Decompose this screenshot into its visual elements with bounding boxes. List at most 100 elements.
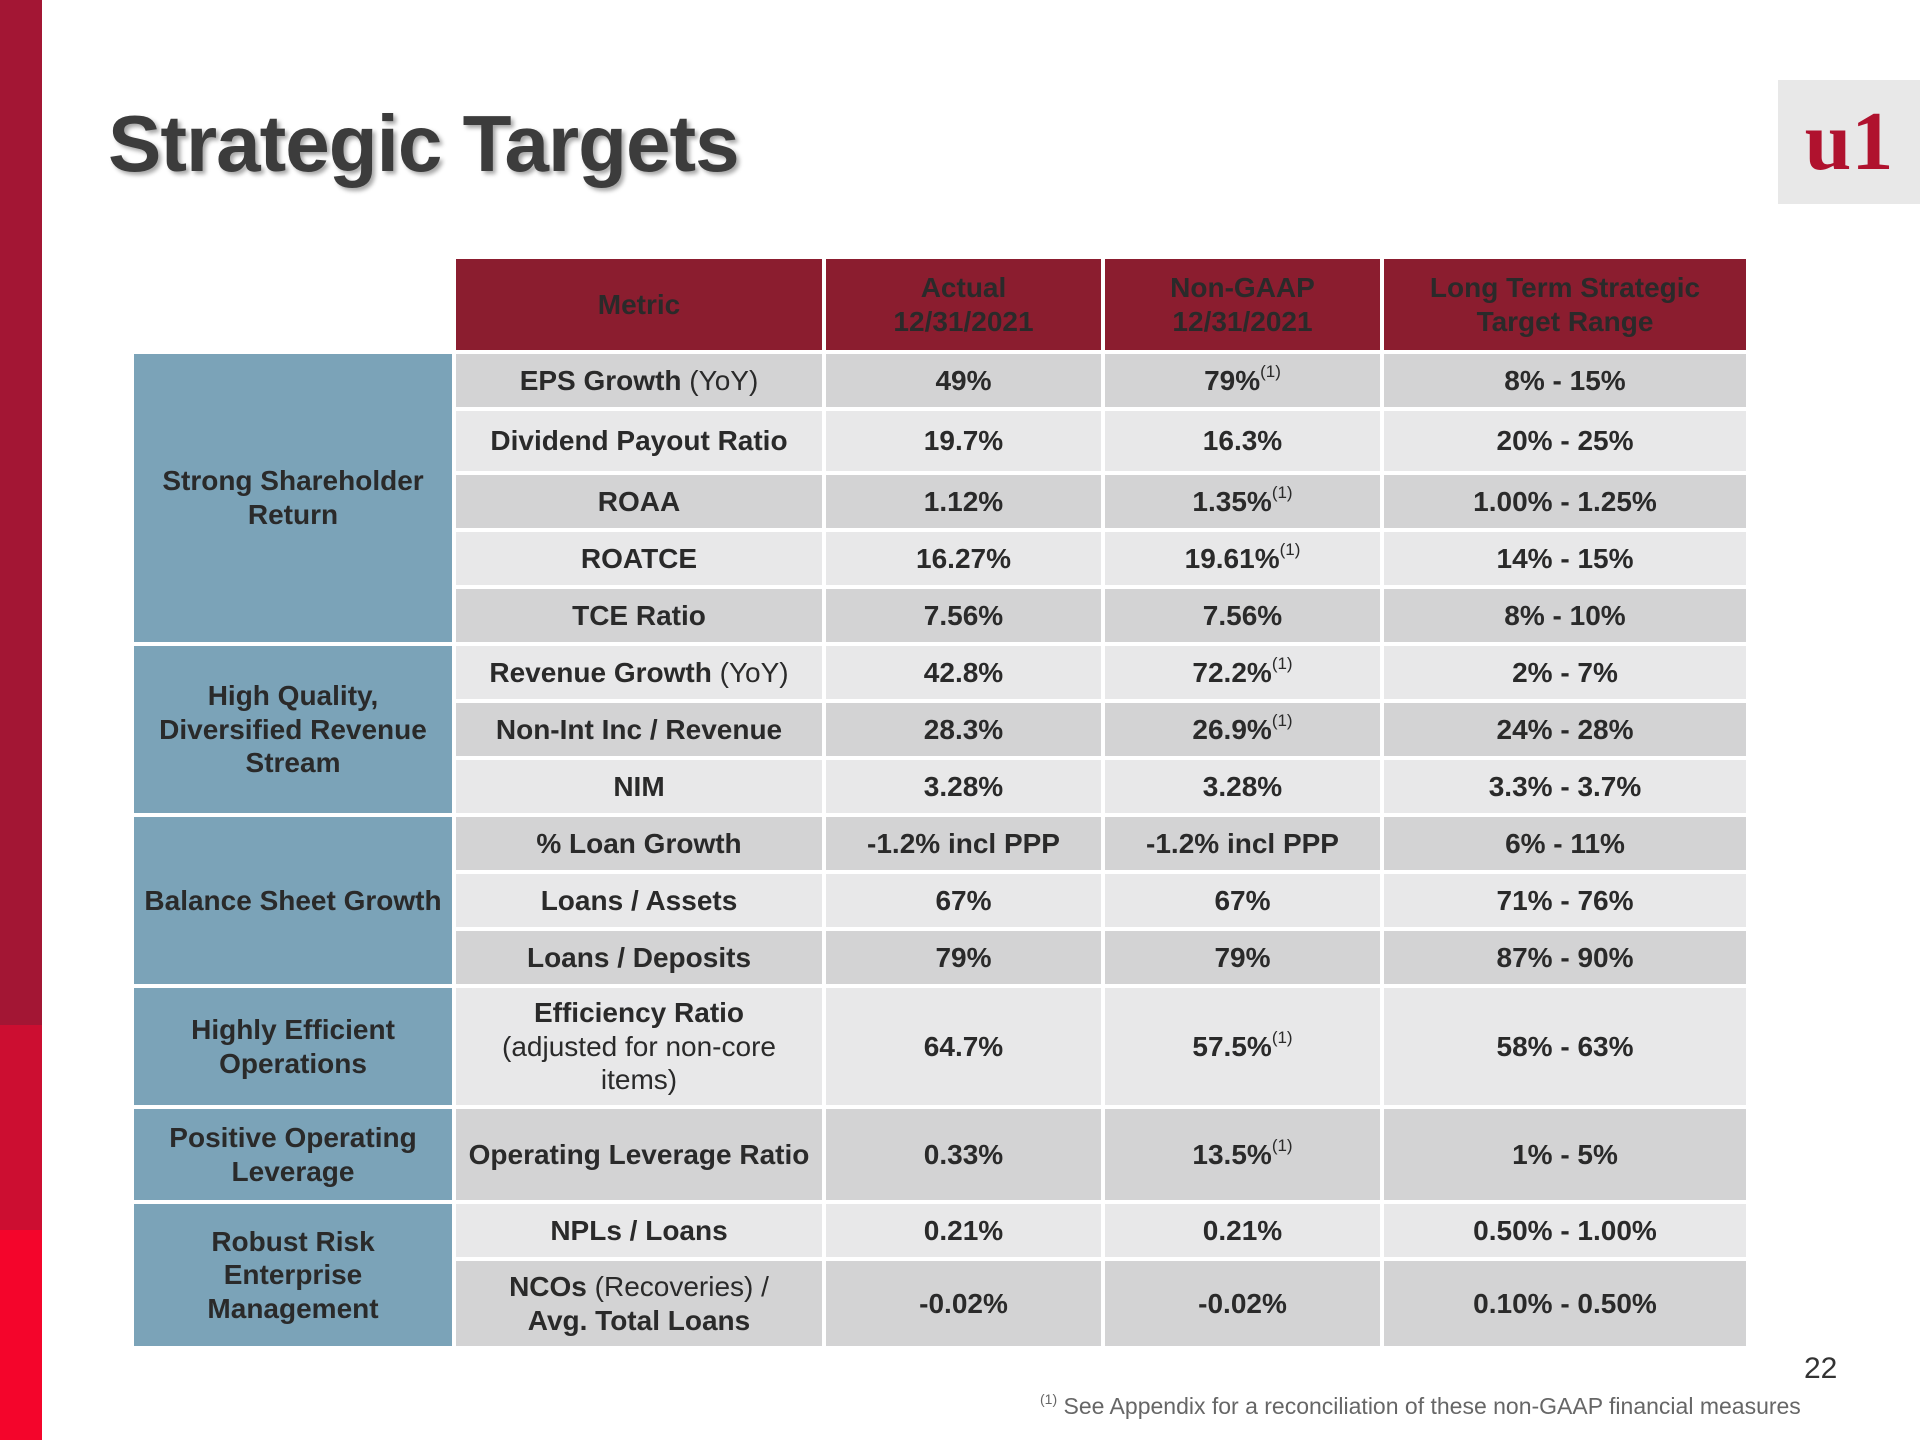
target-cell: 71% - 76%: [1384, 874, 1746, 927]
actual-cell: 64.7%: [826, 988, 1101, 1105]
target-cell: 14% - 15%: [1384, 532, 1746, 585]
category-revenue-stream: High Quality, Diversified Revenue Stream: [134, 646, 452, 813]
non-gaap-cell: 79%(1): [1105, 354, 1380, 407]
category-efficient-operations: Highly Efficient Operations: [134, 988, 452, 1105]
category-shareholder-return: Strong Shareholder Return: [134, 354, 452, 642]
table-row: ROAA 1.12% 1.35%(1) 1.00% - 1.25%: [134, 475, 1746, 528]
target-cell: 58% - 63%: [1384, 988, 1746, 1105]
metric-cell: NCOs (Recoveries) / Avg. Total Loans: [456, 1261, 822, 1346]
table-row: TCE Ratio 7.56% 7.56% 8% - 10%: [134, 589, 1746, 642]
actual-cell: 0.21%: [826, 1204, 1101, 1257]
metric-cell: % Loan Growth: [456, 817, 822, 870]
table-row: Non-Int Inc / Revenue 28.3% 26.9%(1) 24%…: [134, 703, 1746, 756]
u1-logo-icon: u1: [1805, 107, 1894, 177]
header-spacer: [134, 259, 452, 350]
accent-bar-mid-segment: [0, 1025, 42, 1230]
metric-cell: Efficiency Ratio (adjusted for non-core i…: [456, 988, 822, 1105]
table-row: NCOs (Recoveries) / Avg. Total Loans -0.0…: [134, 1261, 1746, 1346]
metric-cell: Loans / Deposits: [456, 931, 822, 984]
non-gaap-cell: 67%: [1105, 874, 1380, 927]
strategic-targets-table: Metric Actual 12/31/2021 Non-GAAP 12/31/20…: [130, 255, 1750, 1350]
actual-cell: 42.8%: [826, 646, 1101, 699]
table-row: Robust Risk Enterprise Management NPLs /…: [134, 1204, 1746, 1346]
non-gaap-cell: 1.35%(1): [1105, 475, 1380, 528]
actual-cell: 67%: [826, 874, 1101, 927]
table-row: ROATCE 16.27% 19.61%(1) 14% - 15%: [134, 532, 1746, 585]
slide-title: Strategic Targets: [108, 99, 740, 188]
header-target-range: Long Term Strategic Target Range: [1384, 259, 1746, 350]
metric-cell: EPS Growth (YoY): [456, 354, 822, 407]
target-cell: 6% - 11%: [1384, 817, 1746, 870]
accent-bar-bright-segment: [0, 1230, 42, 1440]
non-gaap-cell: 0.21%: [1105, 1204, 1380, 1257]
non-gaap-cell: -0.02%: [1105, 1261, 1380, 1346]
non-gaap-cell: 79%: [1105, 931, 1380, 984]
actual-cell: 1.12%: [826, 475, 1101, 528]
table-row: NIM 3.28% 3.28% 3.3% - 3.7%: [134, 760, 1746, 813]
actual-cell: 16.27%: [826, 532, 1101, 585]
footnote-marker: (1): [1040, 1391, 1058, 1407]
table-row: Balance Sheet Growth % Loan Growth -1.2%…: [134, 817, 1746, 984]
table-row: Loans / Deposits 79% 79% 87% - 90%: [134, 931, 1746, 984]
actual-cell: 3.28%: [826, 760, 1101, 813]
non-gaap-cell: 72.2%(1): [1105, 646, 1380, 699]
non-gaap-cell: -1.2% incl PPP: [1105, 817, 1380, 870]
category-risk-management: Robust Risk Enterprise Management: [134, 1204, 452, 1346]
target-cell: 8% - 10%: [1384, 589, 1746, 642]
header-non-gaap: Non-GAAP 12/31/2021: [1105, 259, 1380, 350]
target-cell: 0.50% - 1.00%: [1384, 1204, 1746, 1257]
metric-cell: Operating Leverage Ratio: [456, 1109, 822, 1200]
footnote-text: See Appendix for a reconciliation of the…: [1063, 1393, 1801, 1419]
metric-cell: Non-Int Inc / Revenue: [456, 703, 822, 756]
metric-cell: Revenue Growth (YoY): [456, 646, 822, 699]
left-accent-bar: [0, 0, 42, 1440]
actual-cell: 49%: [826, 354, 1101, 407]
page-number: 22: [1804, 1352, 1838, 1385]
table-row: Highly Efficient Operations Efficiency R…: [134, 988, 1746, 1105]
target-cell: 8% - 15%: [1384, 354, 1746, 407]
non-gaap-cell: 7.56%: [1105, 589, 1380, 642]
actual-cell: 7.56%: [826, 589, 1101, 642]
metric-cell: NPLs / Loans: [456, 1204, 822, 1257]
actual-cell: -0.02%: [826, 1261, 1101, 1346]
non-gaap-cell: 16.3%: [1105, 411, 1380, 471]
actual-cell: 0.33%: [826, 1109, 1101, 1200]
svg-text:u1: u1: [1805, 107, 1894, 177]
metric-cell: ROATCE: [456, 532, 822, 585]
target-cell: 87% - 90%: [1384, 931, 1746, 984]
metric-cell: NIM: [456, 760, 822, 813]
metric-cell: Loans / Assets: [456, 874, 822, 927]
table-header-row: Metric Actual 12/31/2021 Non-GAAP 12/31/20…: [134, 259, 1746, 350]
non-gaap-cell: 13.5%(1): [1105, 1109, 1380, 1200]
header-actual: Actual 12/31/2021: [826, 259, 1101, 350]
metric-cell: Dividend Payout Ratio: [456, 411, 822, 471]
actual-cell: 19.7%: [826, 411, 1101, 471]
table-row: Strong Shareholder Return EPS Growth (Yo…: [134, 354, 1746, 642]
table-row: High Quality, Diversified Revenue Stream…: [134, 646, 1746, 813]
footnote: (1) See Appendix for a reconciliation of…: [1040, 1391, 1801, 1420]
target-cell: 0.10% - 0.50%: [1384, 1261, 1746, 1346]
category-operating-leverage: Positive Operating Leverage: [134, 1109, 452, 1200]
accent-bar-dark-segment: [0, 0, 42, 1025]
company-logo: u1: [1778, 80, 1920, 204]
category-balance-sheet-growth: Balance Sheet Growth: [134, 817, 452, 984]
non-gaap-cell: 26.9%(1): [1105, 703, 1380, 756]
non-gaap-cell: 19.61%(1): [1105, 532, 1380, 585]
table-row: Dividend Payout Ratio 19.7% 16.3% 20% - …: [134, 411, 1746, 471]
table-row: Positive Operating Leverage Operating Le…: [134, 1109, 1746, 1200]
target-cell: 24% - 28%: [1384, 703, 1746, 756]
target-cell: 1% - 5%: [1384, 1109, 1746, 1200]
target-cell: 3.3% - 3.7%: [1384, 760, 1746, 813]
target-cell: 2% - 7%: [1384, 646, 1746, 699]
table-row: Loans / Assets 67% 67% 71% - 76%: [134, 874, 1746, 927]
metric-cell: TCE Ratio: [456, 589, 822, 642]
actual-cell: 28.3%: [826, 703, 1101, 756]
target-cell: 20% - 25%: [1384, 411, 1746, 471]
target-cell: 1.00% - 1.25%: [1384, 475, 1746, 528]
metric-cell: ROAA: [456, 475, 822, 528]
non-gaap-cell: 57.5%(1): [1105, 988, 1380, 1105]
header-metric: Metric: [456, 259, 822, 350]
actual-cell: -1.2% incl PPP: [826, 817, 1101, 870]
actual-cell: 79%: [826, 931, 1101, 984]
non-gaap-cell: 3.28%: [1105, 760, 1380, 813]
